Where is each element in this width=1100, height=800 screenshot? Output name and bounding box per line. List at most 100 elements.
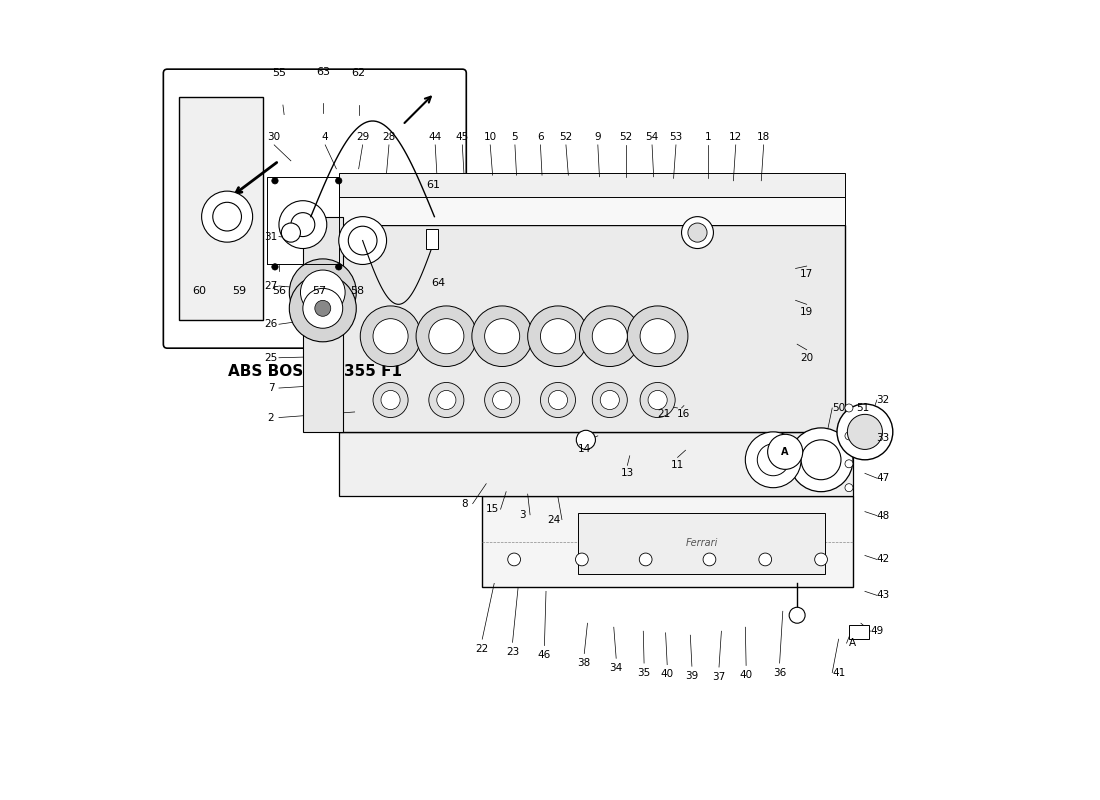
Text: 2: 2	[267, 413, 274, 422]
Text: 40: 40	[739, 670, 752, 680]
Text: 5: 5	[512, 132, 518, 142]
Text: 53: 53	[669, 132, 683, 142]
Circle shape	[485, 318, 519, 354]
Circle shape	[592, 382, 627, 418]
Circle shape	[601, 390, 619, 410]
Circle shape	[528, 306, 588, 366]
Circle shape	[627, 306, 688, 366]
Text: ABS BOSCH - 355 F1: ABS BOSCH - 355 F1	[228, 364, 402, 379]
Polygon shape	[339, 225, 845, 432]
Text: 15: 15	[486, 504, 499, 514]
Circle shape	[437, 390, 455, 410]
Ellipse shape	[207, 177, 383, 257]
Text: 38: 38	[578, 658, 591, 668]
Circle shape	[289, 259, 356, 326]
Circle shape	[349, 226, 377, 255]
Text: eurospares: eurospares	[588, 411, 703, 429]
Text: A: A	[849, 638, 857, 648]
Circle shape	[703, 553, 716, 566]
Text: 46: 46	[538, 650, 551, 660]
Text: 19: 19	[800, 307, 813, 318]
Circle shape	[746, 432, 801, 488]
Text: 41: 41	[832, 668, 845, 678]
Circle shape	[302, 288, 343, 328]
Text: 63: 63	[316, 66, 330, 77]
Ellipse shape	[494, 344, 798, 488]
Circle shape	[845, 484, 853, 492]
Text: 52: 52	[559, 132, 573, 142]
Text: 43: 43	[877, 590, 890, 600]
Text: 36: 36	[773, 668, 786, 678]
Text: 45: 45	[455, 132, 469, 142]
Polygon shape	[339, 193, 845, 225]
Text: 59: 59	[232, 286, 246, 296]
Text: 11: 11	[671, 460, 684, 470]
Text: 10: 10	[484, 132, 497, 142]
Text: 61: 61	[426, 180, 440, 190]
Text: 30: 30	[267, 132, 280, 142]
Circle shape	[640, 382, 675, 418]
Text: 32: 32	[877, 395, 890, 405]
Text: 58: 58	[350, 286, 364, 296]
Circle shape	[290, 213, 315, 237]
Circle shape	[575, 553, 589, 566]
Circle shape	[576, 430, 595, 450]
Circle shape	[592, 318, 627, 354]
Text: 49: 49	[870, 626, 883, 636]
Circle shape	[429, 382, 464, 418]
Circle shape	[282, 223, 300, 242]
Text: 54: 54	[646, 132, 659, 142]
Text: 42: 42	[877, 554, 890, 565]
Text: 40: 40	[661, 670, 674, 679]
Text: 8: 8	[461, 498, 468, 509]
Text: 24: 24	[548, 514, 561, 525]
Text: eurospares: eurospares	[260, 212, 330, 222]
Circle shape	[339, 217, 386, 265]
Text: 56: 56	[272, 286, 286, 296]
Circle shape	[300, 270, 345, 314]
Circle shape	[757, 444, 789, 476]
Circle shape	[837, 404, 893, 460]
Circle shape	[648, 390, 668, 410]
Text: 26: 26	[264, 319, 277, 330]
Circle shape	[639, 553, 652, 566]
Circle shape	[540, 318, 575, 354]
Circle shape	[315, 300, 331, 316]
Bar	[849, 625, 869, 639]
Polygon shape	[302, 217, 343, 432]
Text: 44: 44	[429, 132, 442, 142]
Text: 33: 33	[877, 434, 890, 443]
Text: 22: 22	[475, 644, 488, 654]
Text: 29: 29	[356, 132, 370, 142]
Text: 16: 16	[678, 409, 691, 418]
Polygon shape	[339, 432, 852, 496]
Text: 13: 13	[620, 468, 634, 478]
Polygon shape	[179, 97, 263, 320]
Text: 21: 21	[658, 409, 671, 418]
Circle shape	[493, 390, 512, 410]
Circle shape	[336, 264, 342, 270]
Polygon shape	[339, 173, 845, 197]
Text: 57: 57	[311, 286, 326, 296]
Circle shape	[845, 404, 853, 412]
Circle shape	[580, 306, 640, 366]
Circle shape	[640, 318, 675, 354]
Text: eurospares: eurospares	[588, 411, 703, 429]
Circle shape	[212, 202, 242, 231]
Polygon shape	[482, 496, 852, 587]
Circle shape	[336, 178, 342, 184]
Circle shape	[381, 390, 400, 410]
Text: 6: 6	[537, 132, 543, 142]
Bar	[427, 229, 439, 249]
Text: 7: 7	[267, 383, 274, 393]
Text: 48: 48	[877, 510, 890, 521]
Text: 23: 23	[506, 647, 519, 657]
Circle shape	[759, 553, 771, 566]
Circle shape	[472, 306, 532, 366]
Text: 28: 28	[383, 132, 396, 142]
Text: A: A	[781, 447, 789, 457]
Circle shape	[845, 460, 853, 468]
Text: 62: 62	[352, 68, 365, 78]
Circle shape	[815, 553, 827, 566]
Text: 55: 55	[272, 68, 286, 78]
